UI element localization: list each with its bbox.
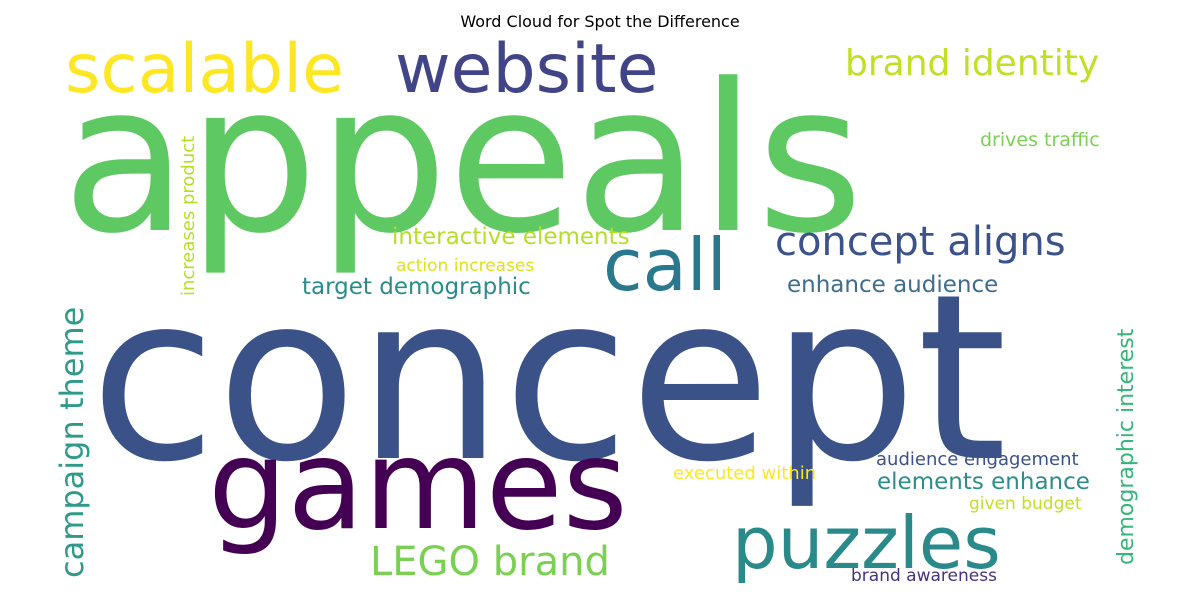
word-interactive-elements: interactive elements	[392, 224, 630, 250]
word-target-demographic: target demographic	[302, 274, 531, 300]
word-puzzles: puzzles	[732, 501, 1001, 585]
chart-title: Word Cloud for Spot the Difference	[460, 12, 740, 31]
word-lego-brand: LEGO brand	[370, 539, 610, 585]
word-appeals: appeals	[62, 41, 863, 279]
word-increases-product: increases product	[178, 136, 199, 296]
word-concept-aligns: concept aligns	[775, 219, 1066, 265]
word-executed-within: executed within	[673, 463, 816, 484]
word-brand-awareness: brand awareness	[851, 566, 997, 586]
word-audience-engagement: audience engagement	[876, 449, 1079, 470]
word-call: call	[603, 223, 727, 307]
word-website: website	[395, 30, 658, 109]
word-given-budget: given budget	[969, 494, 1082, 514]
word-campaign-theme: campaign theme	[53, 307, 91, 578]
word-brand-identity: brand identity	[845, 43, 1099, 84]
word-elements-enhance: elements enhance	[877, 469, 1090, 495]
word-scalable: scalable	[65, 30, 344, 109]
word-games: games	[208, 413, 628, 558]
word-action-increases: action increases	[396, 256, 534, 276]
word-enhance-audience: enhance audience	[787, 272, 998, 298]
word-concept: concept	[90, 246, 1007, 513]
word-drives-traffic: drives traffic	[980, 129, 1100, 151]
word-demographic-interest: demographic interest	[1114, 328, 1139, 565]
